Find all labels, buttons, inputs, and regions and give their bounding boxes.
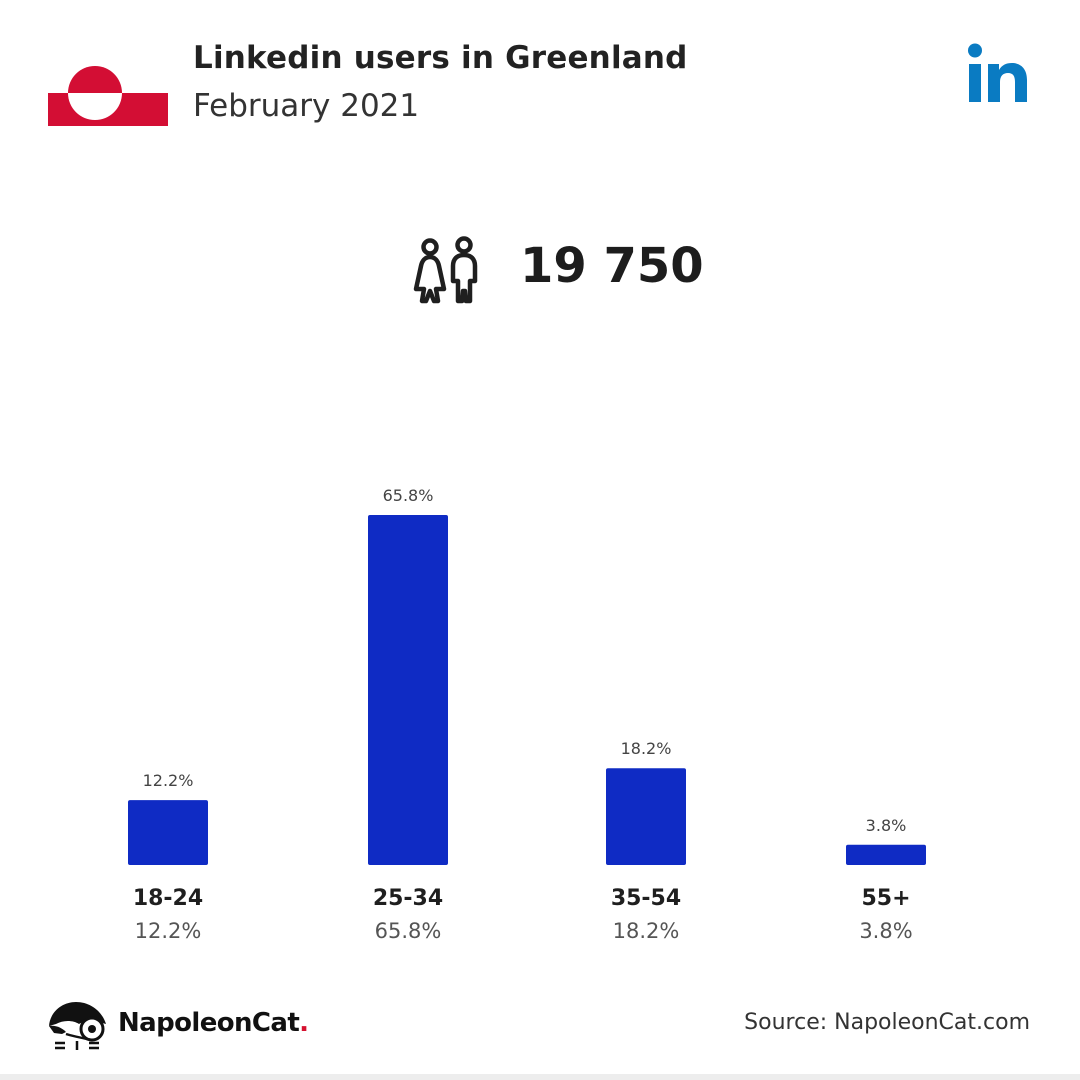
napoleoncat-logo-icon [49, 1002, 106, 1050]
people-icon [413, 236, 478, 304]
category-label: 55+ [861, 886, 910, 911]
category-label: 35-54 [611, 886, 681, 911]
category-percent-label: 18.2% [613, 919, 680, 943]
brand-name-text: NapoleonCat [118, 1008, 300, 1038]
total-users-value: 19 750 [520, 238, 704, 294]
brand-name: NapoleonCat. [118, 1008, 309, 1038]
category-percent-label: 65.8% [375, 919, 442, 943]
category-percent-label: 12.2% [135, 919, 202, 943]
bar-value-label: 3.8% [866, 816, 907, 835]
category-label: 18-24 [133, 886, 203, 911]
bottom-strip [0, 1074, 1080, 1080]
age-distribution-bar-chart: 12.2% 18-24 12.2% 65.8% 25-34 65.8% 18.2% 35-54… [128, 486, 926, 943]
bar-value-label: 65.8% [383, 486, 434, 505]
bar-value-label: 12.2% [143, 771, 194, 790]
bar-35-54 [606, 768, 686, 865]
bar-18-24 [128, 800, 208, 865]
brand-dot: . [299, 1008, 309, 1038]
page-title: Linkedin users in Greenland [193, 40, 688, 76]
category-label: 25-34 [373, 886, 443, 911]
greenland-flag-icon [48, 60, 168, 126]
bar-25-34 [368, 515, 448, 865]
bar-value-label: 18.2% [621, 739, 672, 758]
category-percent-label: 3.8% [859, 919, 912, 943]
source-text: Source: NapoleonCat.com [744, 1010, 1030, 1035]
page-subtitle: February 2021 [193, 88, 420, 124]
linkedin-logo-icon [968, 43, 1027, 102]
bar-55+ [846, 844, 926, 865]
